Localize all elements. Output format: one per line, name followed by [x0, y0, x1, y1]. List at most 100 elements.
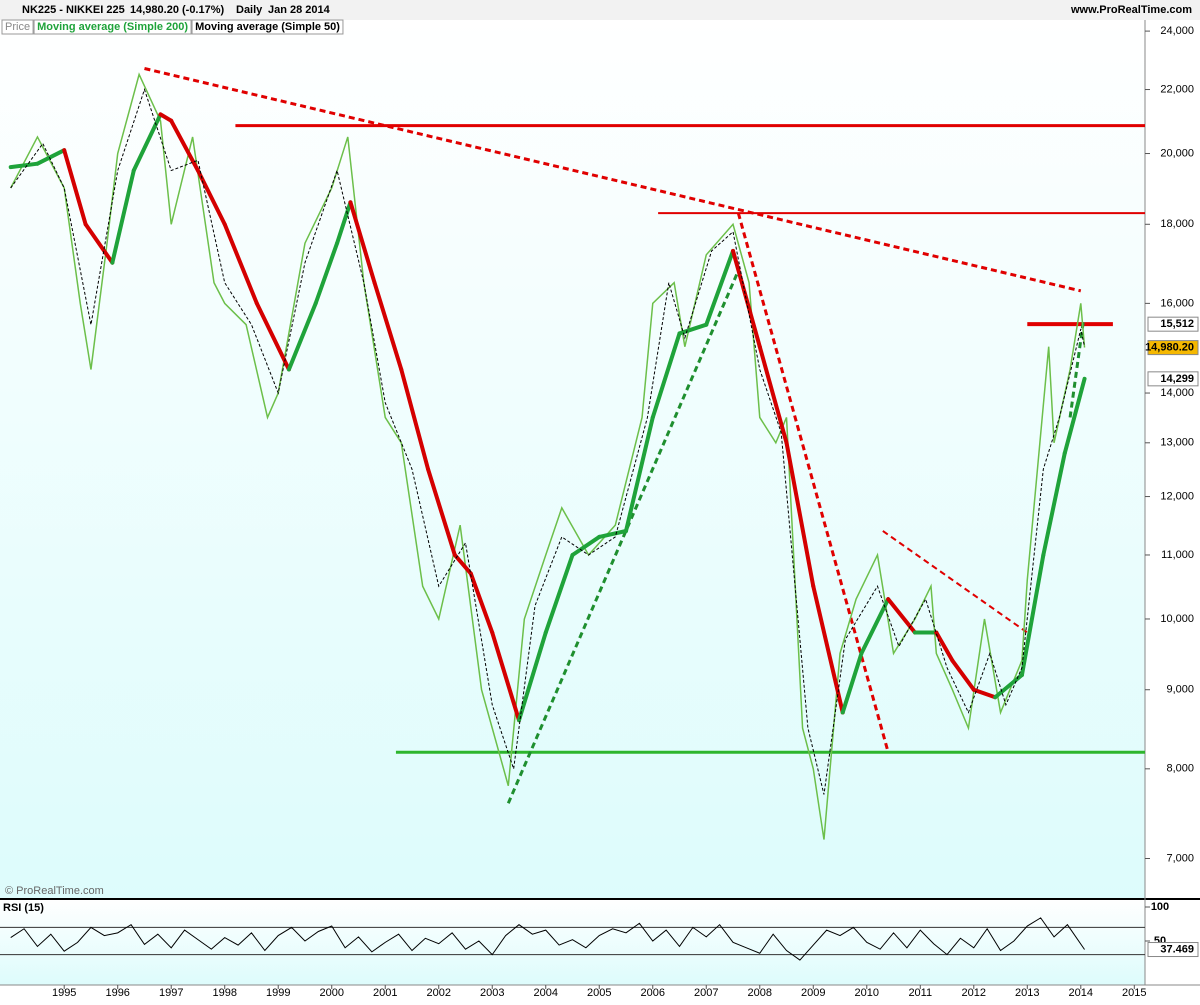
x-tick-label: 1999 — [266, 987, 290, 999]
date: Jan 28 2014 — [268, 4, 331, 16]
ma-segment — [950, 658, 976, 692]
x-tick-label: 1998 — [212, 987, 236, 999]
x-tick-label: 2002 — [426, 987, 450, 999]
legend-box — [33, 19, 192, 35]
y-tick-label: 16,000 — [1160, 297, 1194, 309]
x-tick-label: 1997 — [159, 987, 183, 999]
ma-segment — [859, 597, 891, 656]
x-tick-label: 2010 — [855, 987, 879, 999]
rsi-marker-label: 37.469 — [1160, 943, 1194, 955]
series-line — [10, 87, 1086, 795]
legend-entry: Moving average (Simple 200) — [37, 21, 188, 33]
trend-line — [736, 212, 890, 753]
rsi-marker — [1147, 942, 1199, 958]
x-tick-label: 2009 — [801, 987, 825, 999]
ma-segment — [624, 415, 655, 533]
price-marker-label: 14,299 — [1160, 373, 1194, 385]
ma-segment — [169, 118, 200, 173]
price-marker — [1147, 316, 1199, 332]
x-tick-label: 2003 — [480, 987, 504, 999]
ma-segment — [8, 161, 40, 170]
trend-line — [1068, 320, 1085, 418]
rsi-line — [10, 917, 1085, 961]
ma-segment — [784, 440, 816, 589]
ma-segment — [335, 200, 353, 246]
x-tick-label: 2006 — [641, 987, 665, 999]
ma-segment — [110, 168, 136, 265]
y-tick-label: 10,000 — [1160, 613, 1194, 625]
y-tick-label: 24,000 — [1160, 25, 1194, 37]
ma-segment — [1019, 552, 1046, 677]
ma-segment — [1062, 376, 1087, 456]
ma-segment — [934, 630, 955, 663]
y-tick-label: 12,000 — [1160, 490, 1194, 502]
ma-segment — [254, 301, 291, 372]
rsi-title: RSI (15) — [3, 902, 44, 914]
ma-segment — [222, 222, 259, 306]
symbol: NK225 - NIKKEI 225 — [22, 4, 125, 16]
copyright: © ProRealTime.com — [5, 885, 104, 897]
x-tick-label: 2014 — [1069, 987, 1093, 999]
price-marker-label: 15,512 — [1160, 318, 1194, 330]
ma-segment — [1041, 451, 1067, 557]
ma-segment — [886, 597, 917, 635]
ma-segment — [840, 651, 864, 715]
quote: 14,980.20 (-0.17%) — [130, 4, 225, 16]
legend-entry: Price — [5, 21, 30, 33]
ma-segment — [35, 148, 67, 166]
y-tick-label: 13,000 — [1160, 437, 1194, 449]
ma-segment — [399, 367, 431, 472]
x-tick-label: 2012 — [962, 987, 986, 999]
x-tick-label: 2008 — [748, 987, 772, 999]
y-tick-label: 11,000 — [1161, 549, 1194, 561]
rsi-area — [0, 900, 1145, 985]
x-tick-label: 2004 — [534, 987, 558, 999]
ma-segment — [62, 148, 88, 227]
interval: Daily — [236, 4, 263, 16]
ma-segment — [757, 344, 789, 445]
y-tick-label: 22,000 — [1160, 83, 1194, 95]
ma-segment — [348, 200, 377, 285]
ma-segment — [372, 280, 404, 372]
ma-segment — [516, 630, 548, 723]
trend-line — [144, 67, 1082, 293]
x-tick-label: 2000 — [319, 987, 343, 999]
x-tick-label: 2001 — [373, 987, 397, 999]
y-tick-label: 14,000 — [1160, 387, 1194, 399]
x-tick-label: 2011 — [908, 987, 932, 999]
ma-segment — [468, 571, 495, 635]
ma-segment — [158, 112, 174, 123]
x-tick-label: 2005 — [587, 987, 611, 999]
y-tick-label: 8,000 — [1166, 763, 1194, 775]
y-tick-label: 20,000 — [1160, 147, 1194, 159]
ma-segment — [704, 248, 736, 327]
ma-segment — [677, 322, 709, 336]
ma-segment — [731, 248, 762, 349]
price-marker — [1147, 340, 1199, 356]
ma-segment — [452, 552, 473, 576]
ma-segment — [543, 552, 575, 635]
legend-box — [1, 19, 34, 35]
ma-segment — [971, 687, 998, 700]
x-tick-label: 1995 — [52, 987, 76, 999]
ma-segment — [490, 630, 521, 723]
y-tick-label: 9,000 — [1166, 684, 1194, 696]
ma-segment — [597, 528, 629, 539]
x-tick-label: 2015 — [1122, 987, 1146, 999]
x-tick-label: 1996 — [105, 987, 129, 999]
rsi-tick-label: 100 — [1151, 901, 1169, 913]
x-tick-label: 2007 — [694, 987, 718, 999]
legend-box — [191, 19, 344, 35]
ma-segment — [313, 241, 340, 306]
plot-area — [0, 20, 1145, 898]
legend-entry: Moving average (Simple 50) — [195, 21, 340, 33]
trend-line — [506, 270, 740, 804]
ma-segment — [570, 534, 602, 557]
x-tick-label: 2013 — [1015, 987, 1039, 999]
header-bar — [0, 0, 1200, 20]
price-marker-label: 14,980.20 — [1145, 342, 1194, 354]
ma-segment — [650, 331, 682, 420]
y-tick-label: 18,000 — [1160, 218, 1194, 230]
